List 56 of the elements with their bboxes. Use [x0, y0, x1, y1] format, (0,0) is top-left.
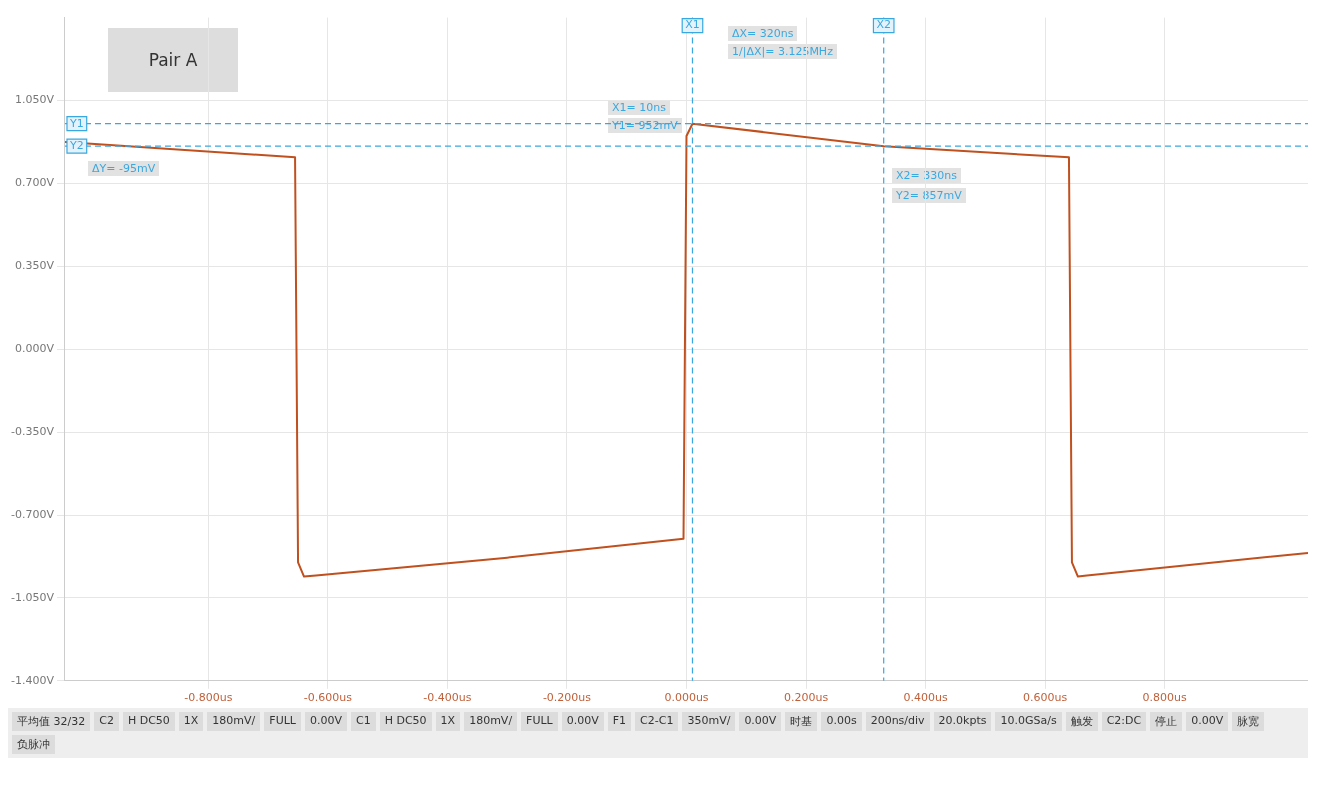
- ref-line-label: Y1: [68, 116, 84, 130]
- text: 20.0kpts: [933, 712, 992, 731]
- y-tick-label: 0.700V: [14, 176, 55, 190]
- title-box: Pair A: [108, 28, 238, 92]
- x-tick-label: 0.000us: [664, 691, 709, 705]
- x-tick-label: 0.400us: [903, 691, 948, 705]
- text: 0.00V: [304, 712, 347, 731]
- text: 停止: [1150, 712, 1183, 731]
- text: 负脉冲: [12, 735, 55, 754]
- ref-line-label: X2: [876, 18, 891, 32]
- text: 0.00V: [561, 712, 604, 731]
- ref-line-label: Y2: [68, 139, 84, 153]
- annotation: X1= 10ns: [608, 100, 670, 115]
- x-tick-label: 0.200us: [783, 691, 829, 705]
- text: 0.00V: [739, 712, 782, 731]
- text: 1X: [435, 712, 461, 731]
- y-tick-label: -1.400V: [10, 673, 55, 687]
- text: C2: [94, 712, 119, 731]
- text: H DC50: [379, 712, 432, 731]
- text: C2-C1: [635, 712, 679, 731]
- text: 0.00s: [821, 712, 862, 731]
- x-tick-label: 0.600us: [1022, 691, 1068, 705]
- x-tick-label: -0.400us: [423, 691, 472, 705]
- x-tick-label: -0.600us: [303, 691, 353, 705]
- y-tick-label: 1.050V: [14, 93, 55, 107]
- text: FULL: [264, 712, 301, 731]
- text: 180mV/: [464, 712, 518, 731]
- y-tick-label: 0.350V: [14, 259, 55, 273]
- text: 200ns/div: [865, 712, 930, 731]
- text: 350mV/: [682, 712, 736, 731]
- x-tick-label: -0.200us: [542, 691, 592, 705]
- text: C2:DC: [1101, 712, 1147, 731]
- y-tick-label: -0.700V: [10, 507, 55, 521]
- x-tick-label: -0.800us: [184, 691, 233, 705]
- annotation: ΔX= 320ns: [728, 26, 798, 41]
- text: F1: [607, 712, 632, 731]
- text: FULL: [521, 712, 558, 731]
- text: 10.0GSa/s: [995, 712, 1062, 731]
- text: C1: [350, 712, 376, 731]
- text: 平均值 32/32: [12, 712, 91, 731]
- text: H DC50: [122, 712, 175, 731]
- text: 脉宽: [1232, 712, 1265, 731]
- text: 触发: [1065, 712, 1098, 731]
- text: 时基: [785, 712, 818, 731]
- annotation: 1/|ΔX|= 3.125MHz: [728, 44, 837, 59]
- annotation: ΔY= -95mV: [88, 161, 160, 176]
- text: 180mV/: [207, 712, 261, 731]
- ref-line-label: X1: [685, 18, 700, 32]
- text: 1X: [178, 712, 204, 731]
- annotation: Y2= 857mV: [892, 188, 966, 203]
- text: 0.00V: [1186, 712, 1229, 731]
- y-tick-label: -0.350V: [10, 424, 55, 438]
- y-tick-label: 0.000V: [14, 342, 55, 356]
- y-tick-label: -1.050V: [10, 590, 55, 604]
- x-tick-label: 0.800us: [1142, 691, 1187, 705]
- annotation: X2= 330ns: [892, 168, 961, 183]
